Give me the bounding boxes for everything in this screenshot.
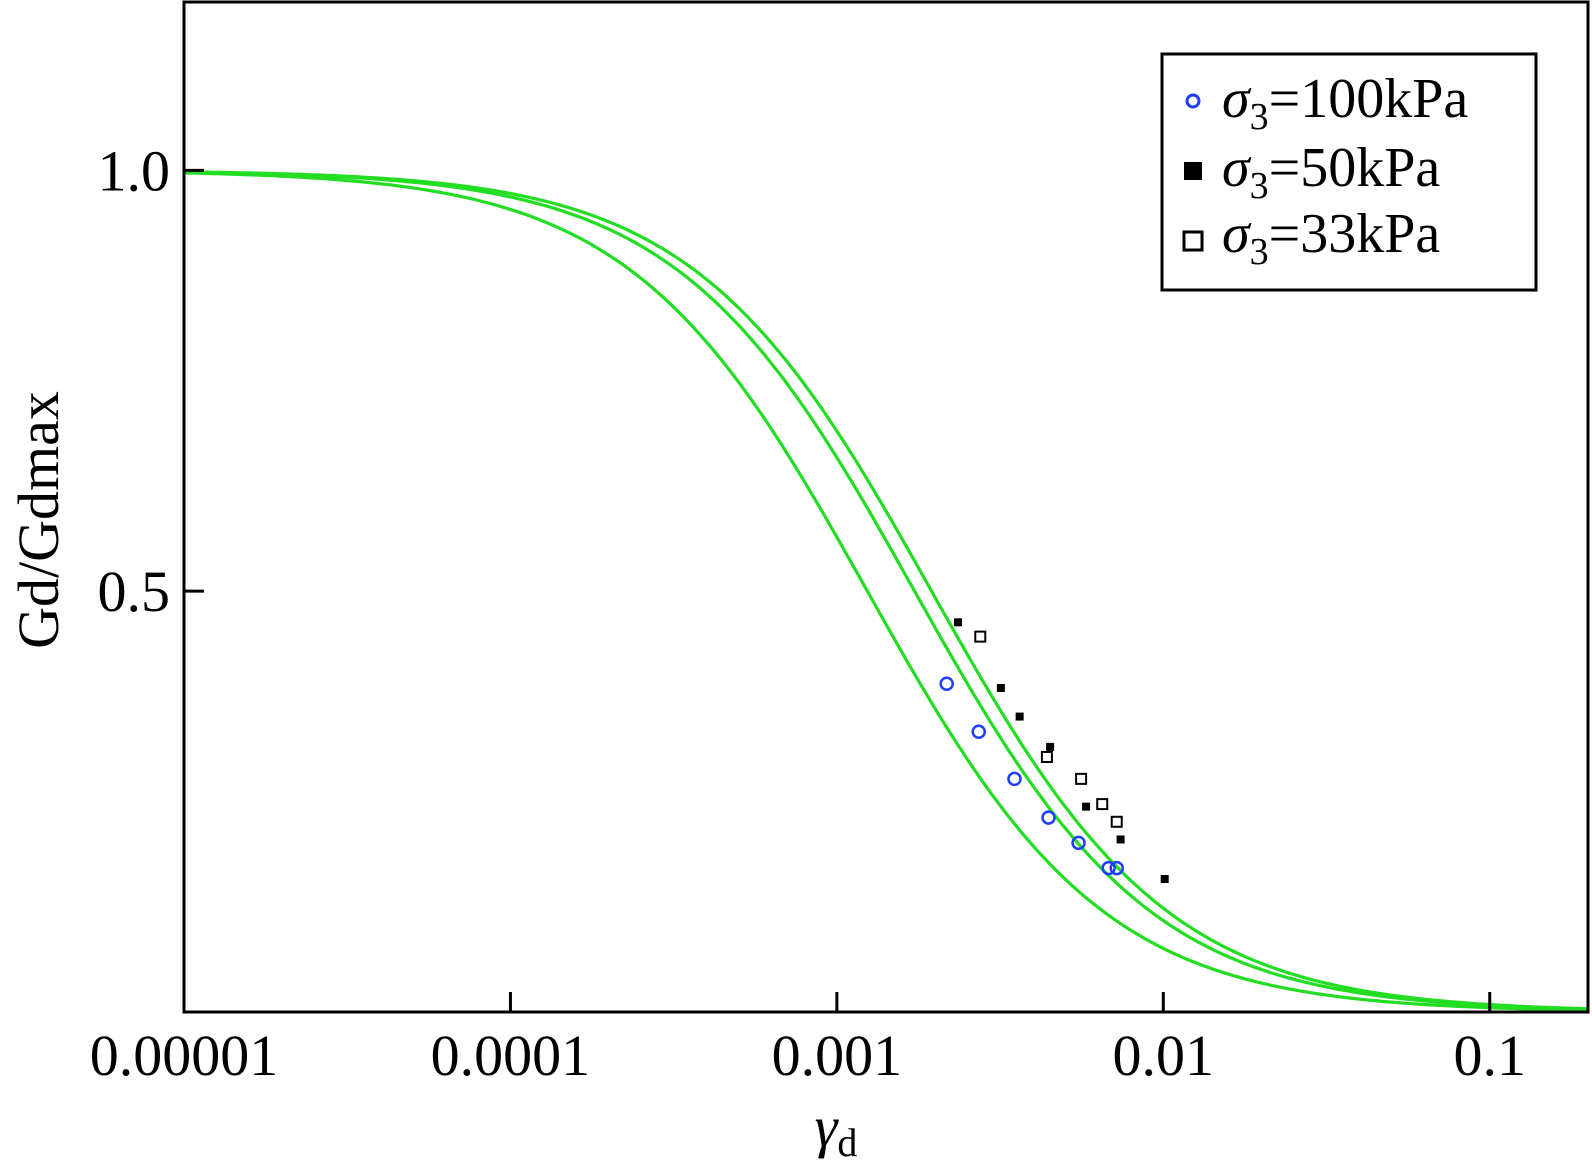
fit-curve-3 [183, 170, 1589, 1011]
data-point-open-circle-1 [939, 676, 954, 691]
legend-item-100kpa: σ3=100kPa [1185, 68, 1468, 138]
y-tick-label-1: 0.5 [98, 559, 171, 624]
data-point-open-square-5 [1110, 815, 1123, 828]
y-tick-label-2: 1.0 [98, 138, 171, 203]
data-point-filled-square-5 [1082, 802, 1091, 811]
data-point-open-square-4 [1096, 798, 1109, 811]
legend-item-50kpa: σ3=50kPa [1184, 137, 1440, 207]
data-point-filled-square-2 [996, 683, 1005, 692]
x-axis-title-symbol: γ [815, 1094, 840, 1159]
legend-box [1160, 52, 1538, 292]
data-point-open-circle-5 [1071, 835, 1086, 851]
legend: σ3=100kPa σ3=50kPa σ3=33kPa [1160, 52, 1538, 292]
legend-marker-filled-square [1184, 162, 1202, 180]
data-point-open-circle-7 [1109, 860, 1124, 876]
legend-label-100kpa: σ3=100kPa [1222, 68, 1468, 138]
data-point-open-square-2 [1040, 750, 1053, 763]
x-tick-label-5: 0.1 [1453, 1023, 1526, 1088]
legend-marker-open-circle [1185, 93, 1201, 109]
data-point-open-circle-4 [1041, 810, 1056, 825]
legend-label-50kpa: σ3=50kPa [1222, 137, 1440, 207]
data-point-open-circle-6 [1101, 860, 1116, 876]
data-points [939, 618, 1169, 884]
data-point-open-square-1 [974, 630, 987, 643]
y-axis: 0.5 1.0 [98, 138, 204, 624]
data-point-open-circle-3 [1007, 771, 1022, 787]
data-point-filled-square-3 [1015, 712, 1024, 721]
legend-item-33kpa: σ3=33kPa [1182, 203, 1440, 273]
data-point-filled-square-6 [1116, 835, 1125, 844]
x-axis-title-subscript: d [837, 1120, 857, 1165]
data-point-open-square-3 [1075, 772, 1088, 785]
x-tick-label-3: 0.001 [772, 1023, 903, 1088]
fit-curves [183, 170, 1589, 1012]
x-tick-label-1: 0.00001 [90, 1023, 279, 1088]
y-axis-title: Gd/Gdmax [6, 391, 71, 649]
plot-frame [182, 0, 1590, 1014]
x-axis-title: γd [815, 1094, 858, 1165]
data-point-filled-square-7 [1160, 875, 1169, 884]
x-tick-label-2: 0.0001 [431, 1023, 591, 1088]
data-point-open-circle-2 [971, 724, 986, 739]
legend-label-33kpa: σ3=33kPa [1222, 203, 1440, 273]
legend-marker-open-square [1182, 230, 1204, 252]
data-point-filled-square-1 [953, 618, 962, 627]
fit-curve-1 [183, 171, 1589, 1012]
x-tick-label-4: 0.01 [1113, 1023, 1215, 1088]
data-point-filled-square-4 [1046, 742, 1055, 751]
x-axis: 0.00001 0.0001 0.001 0.01 0.1 [90, 992, 1526, 1088]
